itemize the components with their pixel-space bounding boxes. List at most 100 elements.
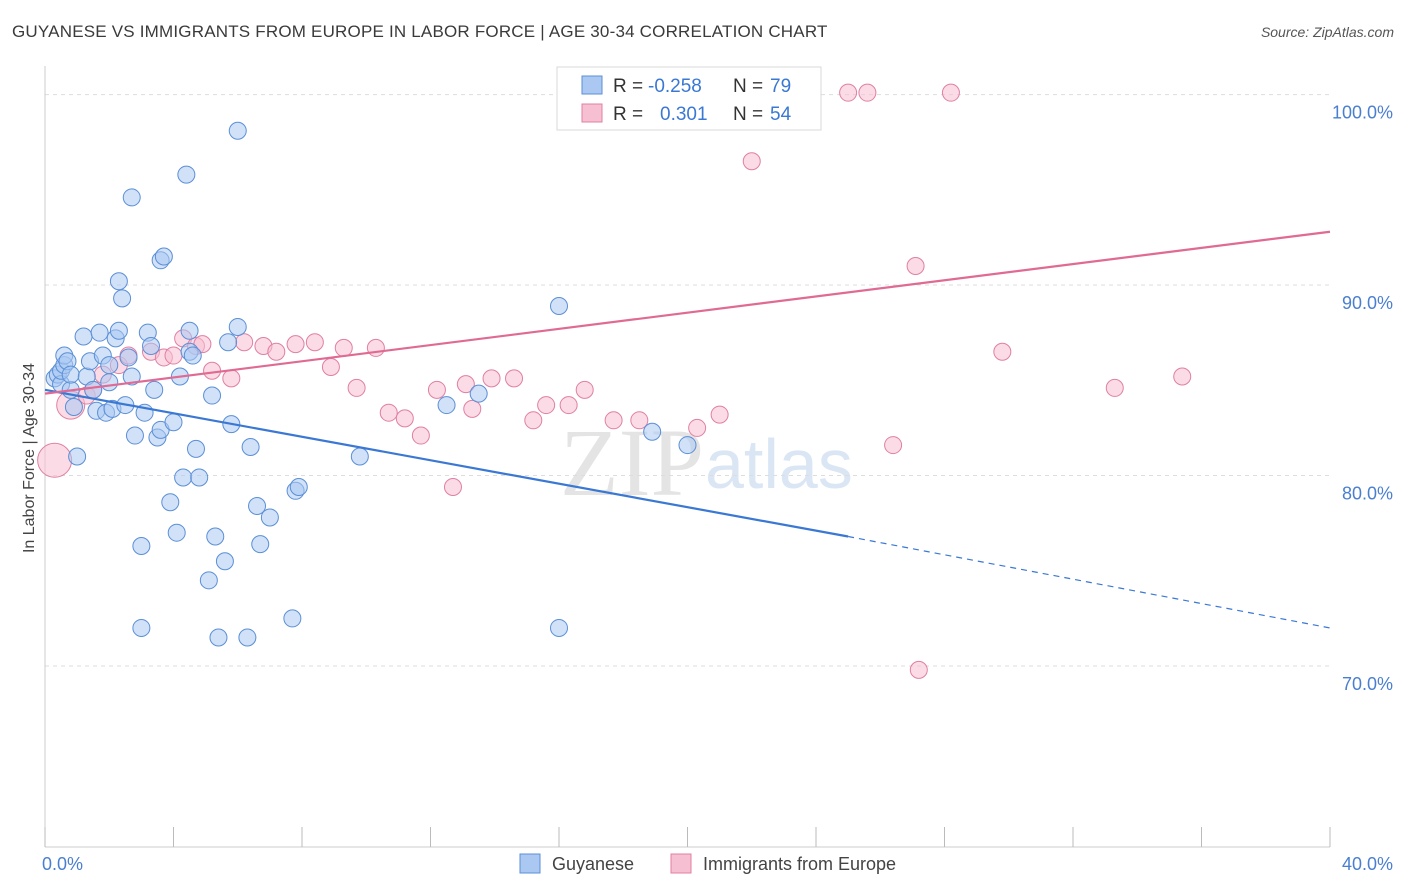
data-point-guyanese [260, 508, 279, 527]
data-point-guyanese [248, 497, 267, 516]
data-point-guyanese [142, 337, 161, 356]
data-point-immigrants [537, 396, 556, 415]
data-point-guyanese [550, 618, 568, 637]
data-point-immigrants [906, 257, 925, 276]
legend-n-value-1: 79 [770, 76, 791, 97]
data-point-immigrants [604, 411, 623, 430]
data-point-guyanese [228, 317, 247, 336]
legend-swatch-immigrants [581, 103, 603, 123]
axes [44, 66, 1331, 848]
watermark-atlas: atlas [705, 425, 853, 503]
data-point-guyanese [100, 373, 119, 392]
data-point-guyanese [132, 537, 151, 556]
data-point-guyanese [643, 422, 662, 441]
series-guyanese [45, 121, 697, 647]
y-tick-label: 80.0% [1342, 484, 1393, 504]
data-point-guyanese [219, 333, 238, 352]
data-point-guyanese [678, 436, 697, 455]
data-point-guyanese [132, 618, 151, 637]
data-point-guyanese [289, 477, 308, 496]
x-tick-label: 0.0% [42, 854, 83, 874]
data-point-guyanese [206, 527, 225, 546]
data-point-immigrants [366, 338, 385, 357]
data-point-immigrants [427, 380, 446, 399]
data-point-immigrants [286, 335, 305, 354]
data-point-guyanese [100, 356, 119, 375]
data-point-guyanese [174, 468, 193, 487]
data-point-guyanese [64, 397, 83, 416]
data-point-immigrants [839, 83, 858, 102]
data-point-guyanese [167, 523, 186, 542]
data-point-immigrants [305, 333, 324, 352]
data-point-guyanese [119, 348, 138, 367]
data-point-guyanese [113, 289, 132, 308]
y-tick-label: 100.0% [1332, 103, 1393, 123]
data-point-guyanese [183, 346, 202, 365]
legend-bottom: Guyanese Immigrants from Europe [519, 853, 896, 874]
data-point-guyanese [437, 396, 456, 415]
data-point-guyanese [61, 365, 80, 384]
legend-r-label-2: R = [613, 104, 643, 125]
legend-r-value-1: -0.258 [648, 76, 702, 97]
data-point-immigrants [235, 333, 254, 352]
data-point-immigrants [456, 375, 475, 394]
data-point-immigrants [334, 338, 353, 357]
legend-r-value-2: 0.301 [660, 104, 708, 125]
data-point-guyanese [209, 628, 228, 647]
data-point-guyanese [550, 297, 568, 316]
y-tick-label: 70.0% [1342, 674, 1393, 694]
trend-line-guyanese-projection [848, 535, 1331, 629]
data-point-immigrants [267, 342, 286, 361]
trend-line-immigrants [44, 230, 1331, 395]
chart-title: GUYANESE VS IMMIGRANTS FROM EUROPE IN LA… [12, 22, 828, 41]
data-point-guyanese [154, 247, 173, 266]
data-point-guyanese [68, 447, 87, 466]
data-point-immigrants [1173, 367, 1192, 386]
data-point-guyanese [109, 321, 128, 340]
data-point-guyanese [350, 447, 369, 466]
legend-swatch-guyanese [581, 75, 603, 95]
data-point-guyanese [186, 439, 205, 458]
data-point-immigrants [688, 418, 707, 437]
data-point-guyanese [122, 188, 141, 207]
data-point-guyanese [469, 384, 488, 403]
data-point-immigrants [630, 411, 649, 430]
data-point-guyanese [84, 380, 103, 399]
data-point-immigrants [222, 369, 241, 388]
trend-lines [44, 230, 1331, 629]
data-point-immigrants [411, 426, 430, 445]
data-point-immigrants [321, 357, 340, 376]
data-point-guyanese [74, 327, 93, 346]
data-point-guyanese [122, 367, 141, 386]
legend-n-label-1: N = [733, 76, 763, 97]
data-point-guyanese [145, 380, 164, 399]
data-point-guyanese [190, 468, 209, 487]
legend-bottom-swatch-immigrants [670, 853, 692, 874]
data-point-guyanese [251, 535, 270, 554]
data-point-immigrants [482, 369, 501, 388]
data-point-immigrants [993, 342, 1012, 361]
data-point-immigrants [941, 83, 960, 102]
data-point-guyanese [228, 121, 247, 140]
legend-n-value-2: 54 [770, 104, 792, 125]
data-point-immigrants [909, 660, 928, 679]
data-point-immigrants [164, 346, 183, 365]
data-point-guyanese [125, 426, 144, 445]
data-point-immigrants [395, 409, 414, 428]
series-immigrants-from-europe [37, 83, 1192, 679]
data-point-guyanese [283, 609, 302, 628]
legend-bottom-swatch-guyanese [519, 853, 541, 874]
data-point-immigrants [505, 369, 524, 388]
data-point-immigrants [379, 403, 398, 422]
legend-bottom-label-immigrants: Immigrants from Europe [703, 854, 896, 874]
data-point-guyanese [180, 321, 199, 340]
data-point-immigrants [559, 396, 578, 415]
legend-top: R = -0.258 N = 79 R = 0.301 N = 54 [556, 66, 822, 131]
x-tick-label: 40.0% [1342, 854, 1393, 874]
y-axis-title: In Labor Force | Age 30-34 [21, 363, 38, 553]
data-point-guyanese [203, 386, 222, 405]
source-credit: Source: ZipAtlas.com [1260, 24, 1394, 40]
data-point-immigrants [37, 442, 73, 478]
y-tick-labels: 100.0% 90.0% 80.0% 70.0% [1332, 103, 1393, 694]
data-point-immigrants [524, 411, 543, 430]
